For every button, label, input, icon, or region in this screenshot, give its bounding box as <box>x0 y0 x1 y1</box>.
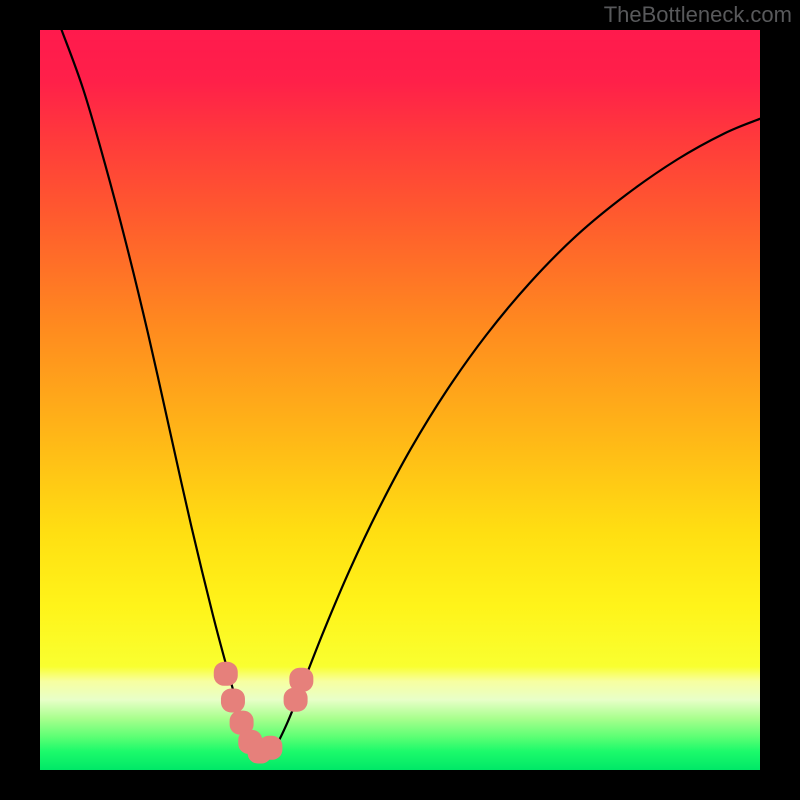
data-marker <box>258 736 282 760</box>
watermark-text: TheBottleneck.com <box>604 2 792 28</box>
chart-svg <box>0 0 800 800</box>
chart-container: TheBottleneck.com <box>0 0 800 800</box>
plot-gradient-background <box>40 30 760 770</box>
data-marker <box>221 688 245 712</box>
data-marker <box>289 668 313 692</box>
data-marker <box>214 662 238 686</box>
